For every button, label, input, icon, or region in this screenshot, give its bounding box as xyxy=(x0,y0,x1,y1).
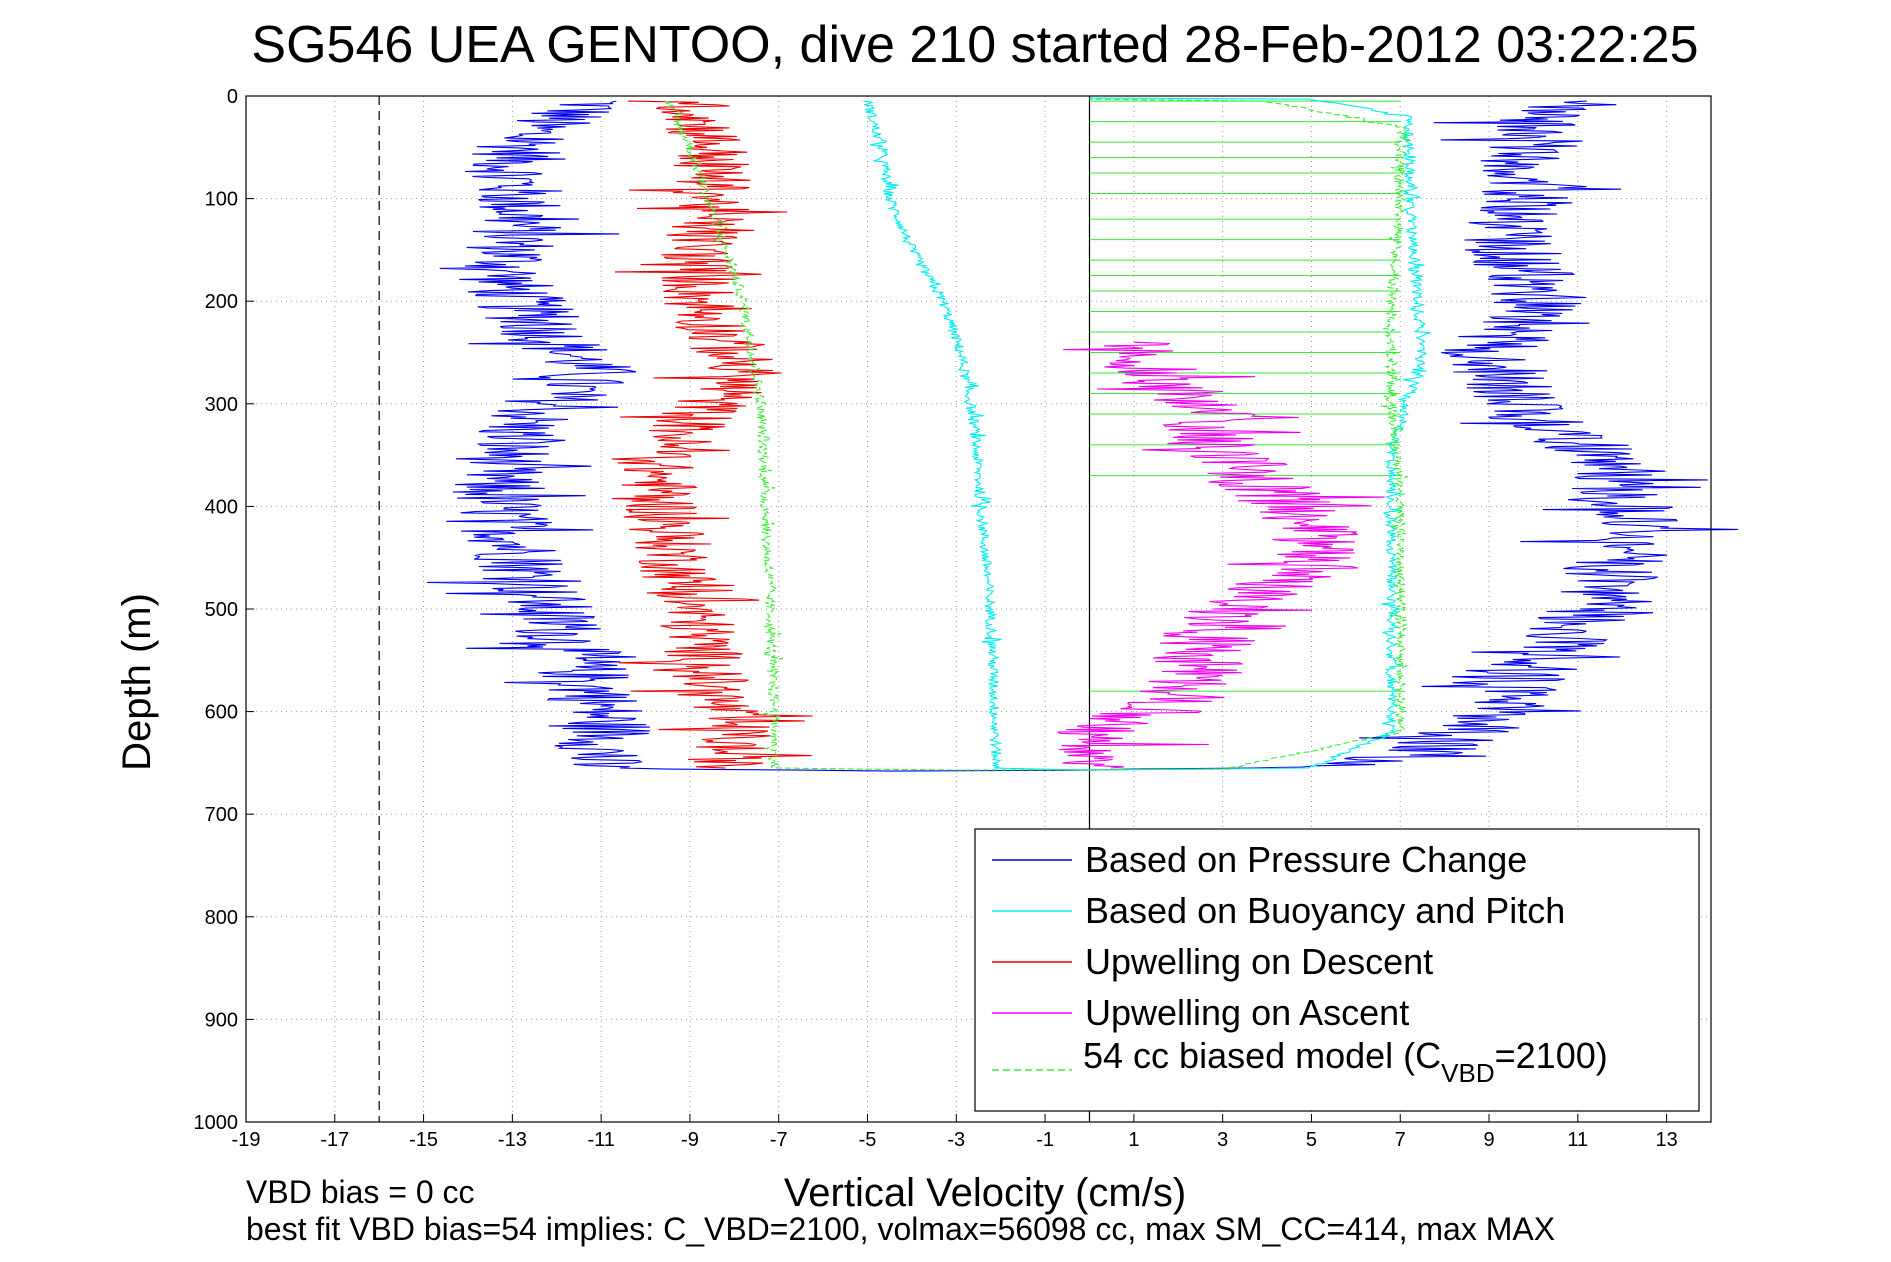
y-tick-label: 1000 xyxy=(194,1112,239,1134)
x-tick-label: 13 xyxy=(1655,1129,1677,1151)
x-tick-label: 5 xyxy=(1306,1129,1317,1151)
x-tick-label: 3 xyxy=(1217,1129,1228,1151)
legend-label-model-tail: =2100) xyxy=(1495,1035,1608,1076)
x-tick-label: 9 xyxy=(1483,1129,1494,1151)
y-tick-label: 700 xyxy=(205,804,238,826)
series-line-4 xyxy=(663,98,1412,771)
legend-label-buoyancy: Based on Buoyancy and Pitch xyxy=(1085,890,1565,931)
y-tick-label: 300 xyxy=(205,394,238,416)
x-tick-label: -17 xyxy=(320,1129,349,1151)
x-axis-label: Vertical Velocity (cm/s) xyxy=(784,1171,1186,1215)
y-tick-label: 600 xyxy=(205,702,238,724)
footer-vbd-bias: VBD bias = 0 cc xyxy=(246,1174,475,1210)
x-tick-label: -15 xyxy=(409,1129,438,1151)
y-tick-label: 0 xyxy=(227,86,238,108)
x-tick-label: -7 xyxy=(770,1129,788,1151)
legend-label-ascent: Upwelling on Ascent xyxy=(1085,992,1409,1033)
x-tick-label: -9 xyxy=(681,1129,699,1151)
y-tick-label: 800 xyxy=(205,907,238,929)
legend-box xyxy=(974,828,1700,1112)
series-group xyxy=(427,97,1739,772)
x-tick-label: 1 xyxy=(1128,1129,1139,1151)
footer-best-fit: best fit VBD bias=54 implies: C_VBD=2100… xyxy=(246,1211,1555,1247)
y-tick-label: 400 xyxy=(205,496,238,518)
axis-ticks: -19 -17 -15 -13 -11 -9 -7 -5 -3 -1 1 3 5 7 9 11 13010020… xyxy=(194,86,1678,1151)
x-tick-label: -1 xyxy=(1036,1129,1054,1151)
legend: Based on Pressure Change Based on Buoyan… xyxy=(974,828,1700,1112)
x-tick-label: -3 xyxy=(947,1129,965,1151)
legend-label-model-sub: VBD xyxy=(1441,1058,1494,1088)
y-axis-label: Depth (m) xyxy=(115,593,159,771)
legend-label-model-main: 54 cc biased model (C xyxy=(1083,1035,1441,1076)
x-tick-label: -5 xyxy=(859,1129,877,1151)
x-tick-label: 11 xyxy=(1567,1129,1588,1151)
legend-label-pressure: Based on Pressure Change xyxy=(1085,839,1527,880)
x-tick-label: -11 xyxy=(587,1129,614,1151)
x-tick-label: -13 xyxy=(498,1129,527,1151)
series-line-2 xyxy=(611,100,813,769)
legend-label-descent: Upwelling on Descent xyxy=(1085,941,1433,982)
y-tick-label: 500 xyxy=(205,599,238,621)
y-tick-label: 900 xyxy=(205,1009,238,1031)
series-line-0 xyxy=(427,100,1739,772)
chart-title: SG546 UEA GENTOO, dive 210 started 28-Fe… xyxy=(251,16,1698,74)
y-tick-label: 200 xyxy=(205,291,238,313)
series-line-3 xyxy=(1057,341,1385,769)
legend-label-model: 54 cc biased model (CVBD=2100) xyxy=(1083,1035,1608,1088)
x-tick-label: 7 xyxy=(1395,1129,1406,1151)
y-tick-label: 100 xyxy=(205,189,238,211)
x-tick-label: -19 xyxy=(232,1129,261,1151)
series-line-1 xyxy=(863,97,1431,771)
